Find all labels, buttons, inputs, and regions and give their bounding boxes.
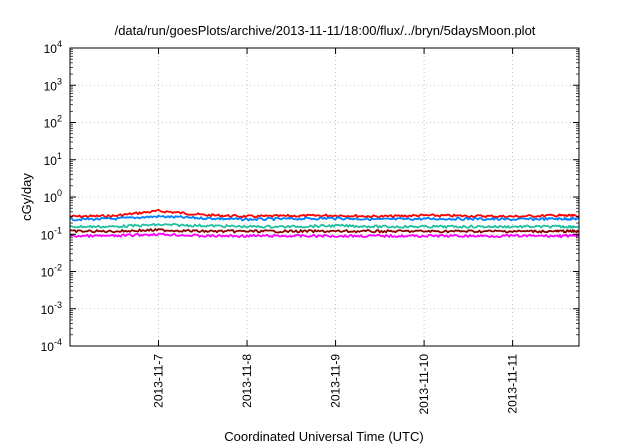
y-tick-label: 103 (44, 76, 62, 93)
y-tick-label: 101 (44, 151, 62, 168)
y-axis-title: cGy/day (19, 173, 34, 221)
y-tick-label: 102 (44, 114, 62, 131)
y-tick-label: 100 (44, 188, 62, 205)
x-tick-label: 2013-11-7 (152, 354, 166, 408)
x-tick-label: 2013-11-8 (240, 354, 254, 408)
grid (70, 48, 579, 346)
y-tick-label: 10-4 (41, 337, 62, 354)
x-axis-title: Coordinated Universal Time (UTC) (224, 429, 423, 444)
x-tick-label: 2013-11-11 (506, 354, 520, 414)
x-tick-label: 2013-11-10 (417, 354, 431, 415)
y-tick-label: 10-3 (41, 300, 62, 317)
x-tick-label: 2013-11-9 (329, 354, 343, 408)
y-tick-label: 10-2 (41, 263, 62, 280)
series-line-3 (69, 228, 580, 234)
y-axis: 104 103 102 101 100 10-1 10-2 10-3 10-4 (41, 39, 579, 354)
series-line-4 (69, 232, 580, 239)
x-axis: 2013-11-7 2013-11-8 2013-11-9 2013-11-10 201… (152, 48, 520, 415)
series-line-2 (69, 222, 580, 229)
y-tick-label: 104 (44, 39, 62, 56)
chart-title: /data/run/goesPlots/archive/2013-11-11/1… (115, 23, 536, 38)
series-line-0 (69, 209, 580, 219)
series-line-1 (69, 214, 580, 222)
y-tick-label: 10-1 (41, 225, 62, 242)
series-group (69, 209, 580, 239)
